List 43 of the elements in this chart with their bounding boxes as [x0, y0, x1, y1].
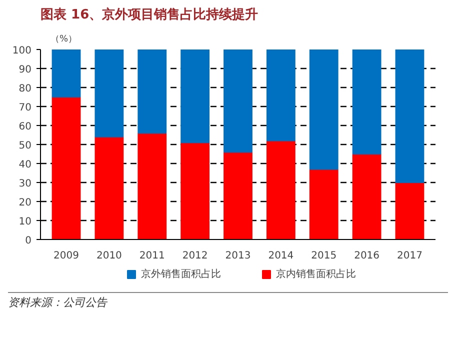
bar	[395, 182, 424, 240]
x-tick-label: 2015	[311, 250, 337, 262]
x-tick-label: 2013	[225, 250, 251, 262]
y-tick-label: 100	[12, 46, 32, 56]
x-tick-label: 2011	[139, 250, 165, 262]
x-tick-label: 2010	[96, 250, 122, 262]
bar	[180, 142, 210, 240]
y-tick-label: 10	[18, 216, 32, 228]
y-tick-label: 50	[18, 140, 32, 152]
bar	[224, 152, 252, 240]
legend-label: 京内销售面积占比	[276, 268, 356, 281]
y-tick-label: 80	[18, 84, 32, 94]
bar	[52, 50, 81, 98]
y-tick-label: 30	[18, 178, 32, 190]
y-tick-label: 40	[18, 160, 32, 170]
x-tick-label: 2017	[397, 250, 422, 262]
x-tick-label: 2016	[354, 250, 380, 262]
y-tick-label: 70	[18, 102, 32, 114]
y-tick-label: 90	[18, 64, 32, 76]
bar	[266, 140, 296, 240]
x-tick-label: 2009	[54, 250, 79, 262]
x-tick-label: 2014	[268, 250, 294, 262]
bar	[352, 50, 382, 154]
bar	[52, 96, 81, 240]
y-tick-label: 60	[18, 122, 32, 132]
bar	[180, 50, 210, 144]
bar	[94, 50, 124, 138]
x-tick-label: 2012	[182, 250, 208, 262]
text: 资料来源：公司公告	[8, 295, 107, 311]
bar	[94, 136, 124, 240]
bar	[309, 168, 338, 240]
chart-title: 图表 16、京外项目销售占比持续提升	[40, 6, 258, 22]
bar	[352, 154, 382, 240]
bar	[224, 50, 252, 153]
bar	[266, 50, 296, 142]
legend-label: 京外销售面积占比	[141, 268, 221, 281]
y-tick-label: 20	[18, 198, 32, 208]
y-tick-label: 0	[25, 236, 32, 246]
bar	[309, 50, 338, 170]
bar	[395, 50, 424, 183]
y-axis-title: （%）	[50, 34, 78, 44]
bar	[138, 132, 167, 240]
bar	[138, 50, 167, 134]
